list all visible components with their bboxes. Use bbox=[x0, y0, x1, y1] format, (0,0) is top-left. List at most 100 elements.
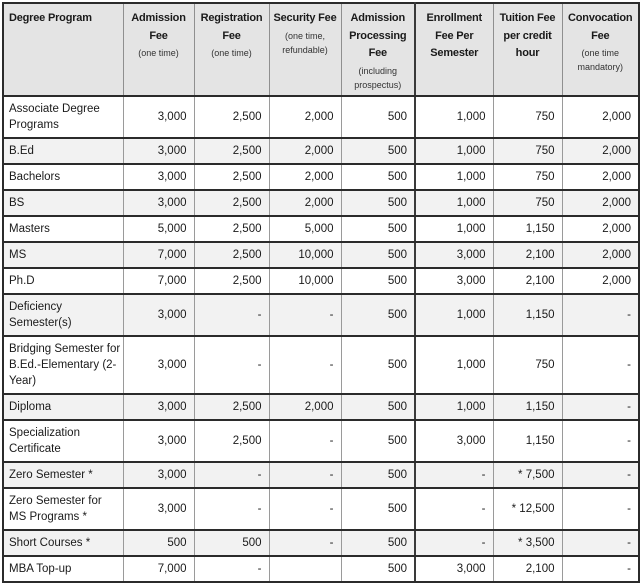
program-cell: Associate Degree Programs bbox=[2, 95, 124, 139]
fee-cell: 2,500 bbox=[193, 137, 270, 165]
fee-cell: 2,500 bbox=[193, 215, 270, 243]
fee-cell: 1,000 bbox=[414, 393, 494, 421]
table-row: Masters 5,000 2,500 5,000 500 1,000 1,150 2,000 bbox=[2, 215, 640, 243]
column-title: Convocation Fee bbox=[568, 12, 633, 42]
fee-cell: 2,000 bbox=[268, 137, 342, 165]
fee-cell: 500 bbox=[340, 137, 416, 165]
fee-cell: 2,500 bbox=[193, 163, 270, 191]
fee-cell: 500 bbox=[122, 529, 195, 557]
fee-cell: 1,150 bbox=[492, 393, 563, 421]
fee-cell: - bbox=[414, 529, 494, 557]
table-row: MS 7,000 2,500 10,000 500 3,000 2,100 2,000 bbox=[2, 241, 640, 269]
fee-cell: - bbox=[561, 461, 640, 489]
fee-cell: 1,150 bbox=[492, 293, 563, 337]
fee-cell: 3,000 bbox=[122, 419, 195, 463]
fee-cell: 2,000 bbox=[561, 241, 640, 269]
fee-cell: 750 bbox=[492, 189, 563, 217]
fee-cell: 7,000 bbox=[122, 267, 195, 295]
fee-cell: - bbox=[268, 529, 342, 557]
fee-cell: 750 bbox=[492, 137, 563, 165]
fee-table-body: Associate Degree Programs 3,000 2,500 2,000… bbox=[2, 95, 640, 583]
fee-cell: 2,000 bbox=[561, 137, 640, 165]
fee-cell: 3,000 bbox=[122, 137, 195, 165]
fee-cell: 500 bbox=[340, 529, 416, 557]
fee-cell: * 3,500 bbox=[492, 529, 563, 557]
program-cell: BS bbox=[2, 189, 124, 217]
fee-cell: * 7,500 bbox=[492, 461, 563, 489]
fee-cell: 500 bbox=[340, 163, 416, 191]
table-row: Associate Degree Programs 3,000 2,500 2,000… bbox=[2, 95, 640, 139]
fee-cell: 750 bbox=[492, 95, 563, 139]
fee-cell: 2,100 bbox=[492, 241, 563, 269]
column-title: Tuition Fee per credit hour bbox=[499, 12, 556, 59]
fee-cell: 500 bbox=[340, 293, 416, 337]
program-cell: Bridging Semester for B.Ed.-Elementary (… bbox=[2, 335, 124, 395]
fee-cell: 1,000 bbox=[414, 215, 494, 243]
fee-cell: - bbox=[414, 487, 494, 531]
fee-cell: - bbox=[414, 461, 494, 489]
fee-cell: 3,000 bbox=[122, 393, 195, 421]
fee-cell: 1,000 bbox=[414, 335, 494, 395]
column-subtitle: (one time, refundable) bbox=[282, 30, 328, 55]
fee-cell bbox=[268, 555, 342, 583]
table-row: Bridging Semester for B.Ed.-Elementary (… bbox=[2, 335, 640, 395]
fee-cell: 10,000 bbox=[268, 267, 342, 295]
fee-cell: 2,000 bbox=[561, 267, 640, 295]
fee-cell: 500 bbox=[340, 215, 416, 243]
program-cell: Bachelors bbox=[2, 163, 124, 191]
fee-cell: 7,000 bbox=[122, 241, 195, 269]
header-row: Degree Program Admission Fee (one time) … bbox=[2, 2, 640, 97]
fee-cell: - bbox=[561, 393, 640, 421]
fee-table-header: Degree Program Admission Fee (one time) … bbox=[2, 2, 640, 97]
fee-cell: - bbox=[561, 529, 640, 557]
table-row: B.Ed 3,000 2,500 2,000 500 1,000 750 2,000 bbox=[2, 137, 640, 165]
column-title: Registration Fee bbox=[200, 12, 263, 42]
fee-cell: 2,500 bbox=[193, 95, 270, 139]
column-header-admission-processing-fee: Admission Processing Fee (including pros… bbox=[340, 2, 416, 97]
fee-cell: - bbox=[268, 487, 342, 531]
fee-cell: 2,100 bbox=[492, 555, 563, 583]
fee-cell: 2,100 bbox=[492, 267, 563, 295]
program-cell: Zero Semester for MS Programs * bbox=[2, 487, 124, 531]
column-header-registration-fee: Registration Fee (one time) bbox=[193, 2, 270, 97]
fee-cell: 3,000 bbox=[122, 487, 195, 531]
fee-cell: - bbox=[561, 293, 640, 337]
fee-cell: 1,000 bbox=[414, 137, 494, 165]
table-row: Short Courses * 500 500-500- * 3,500- bbox=[2, 529, 640, 557]
fee-cell: 3,000 bbox=[122, 189, 195, 217]
fee-cell: - bbox=[193, 335, 270, 395]
column-header-admission-fee: Admission Fee (one time) bbox=[122, 2, 195, 97]
fee-cell: 3,000 bbox=[122, 163, 195, 191]
fee-cell: - bbox=[561, 419, 640, 463]
fee-cell: 500 bbox=[340, 267, 416, 295]
fee-cell: 750 bbox=[492, 163, 563, 191]
fee-cell: 1,000 bbox=[414, 293, 494, 337]
fee-cell: 7,000 bbox=[122, 555, 195, 583]
fee-cell: - bbox=[193, 487, 270, 531]
program-cell: Specialization Certificate bbox=[2, 419, 124, 463]
fee-cell: 2,000 bbox=[268, 95, 342, 139]
fee-cell: 2,000 bbox=[268, 189, 342, 217]
table-row: Bachelors 3,000 2,500 2,000 500 1,000 750 2,000 bbox=[2, 163, 640, 191]
fee-cell: 3,000 bbox=[122, 461, 195, 489]
fee-cell: - bbox=[561, 555, 640, 583]
fee-cell: - bbox=[193, 293, 270, 337]
fee-cell: 2,500 bbox=[193, 189, 270, 217]
fee-cell: 2,500 bbox=[193, 241, 270, 269]
fee-cell: 2,000 bbox=[268, 163, 342, 191]
fee-cell: 3,000 bbox=[122, 335, 195, 395]
column-header-enrollment-fee: Enrollment Fee Per Semester bbox=[414, 2, 494, 97]
table-row: Specialization Certificate 3,000 2,500-500… bbox=[2, 419, 640, 463]
fee-cell: - bbox=[561, 335, 640, 395]
fee-cell: 500 bbox=[340, 335, 416, 395]
fee-cell: 2,500 bbox=[193, 419, 270, 463]
fee-cell: 2,000 bbox=[561, 215, 640, 243]
fee-cell: 500 bbox=[340, 461, 416, 489]
column-subtitle: (one time mandatory) bbox=[577, 48, 624, 72]
fee-cell: 1,000 bbox=[414, 163, 494, 191]
fee-cell: 2,500 bbox=[193, 393, 270, 421]
fee-cell: - bbox=[268, 335, 342, 395]
column-header-tuition-fee: Tuition Fee per credit hour bbox=[492, 2, 563, 97]
program-cell: MS bbox=[2, 241, 124, 269]
